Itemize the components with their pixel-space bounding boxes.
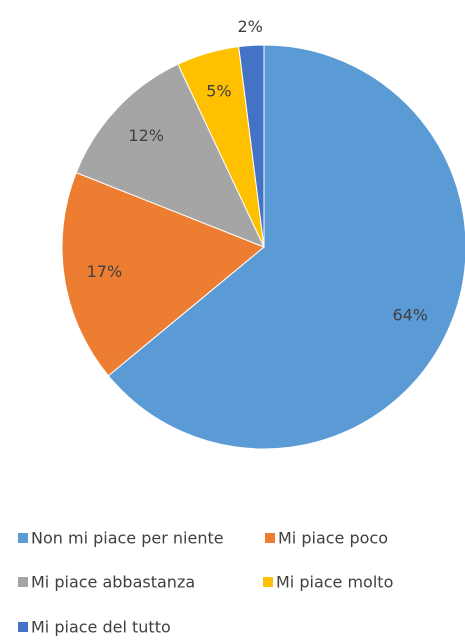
data-label: 17% <box>87 262 123 281</box>
legend-label: Mi piace del tutto <box>31 618 171 637</box>
legend-label: Mi piace poco <box>278 529 388 548</box>
pie-slice <box>238 44 265 248</box>
legend-swatch <box>265 533 275 543</box>
pie <box>61 44 465 450</box>
legend-label: Non mi piace per niente <box>31 529 224 548</box>
pie-slice <box>107 44 465 450</box>
legend: Non mi piace per niente Mi piace poco Mi p… <box>18 529 393 637</box>
data-label: 64% <box>392 305 428 324</box>
pie-slice <box>61 171 265 377</box>
data-label: 2% <box>237 17 262 36</box>
legend-swatch <box>18 533 28 543</box>
data-label: 5% <box>206 81 231 100</box>
data-labels: 64% 17% 12% 5% 2% <box>87 17 428 324</box>
data-label: 12% <box>128 126 164 145</box>
legend-label: Mi piace molto <box>276 573 393 592</box>
legend-swatch <box>18 577 28 587</box>
legend-label: Mi piace abbastanza <box>31 573 195 592</box>
legend-swatch <box>18 622 28 632</box>
pie-slice <box>75 63 265 248</box>
legend-swatch <box>263 577 273 587</box>
